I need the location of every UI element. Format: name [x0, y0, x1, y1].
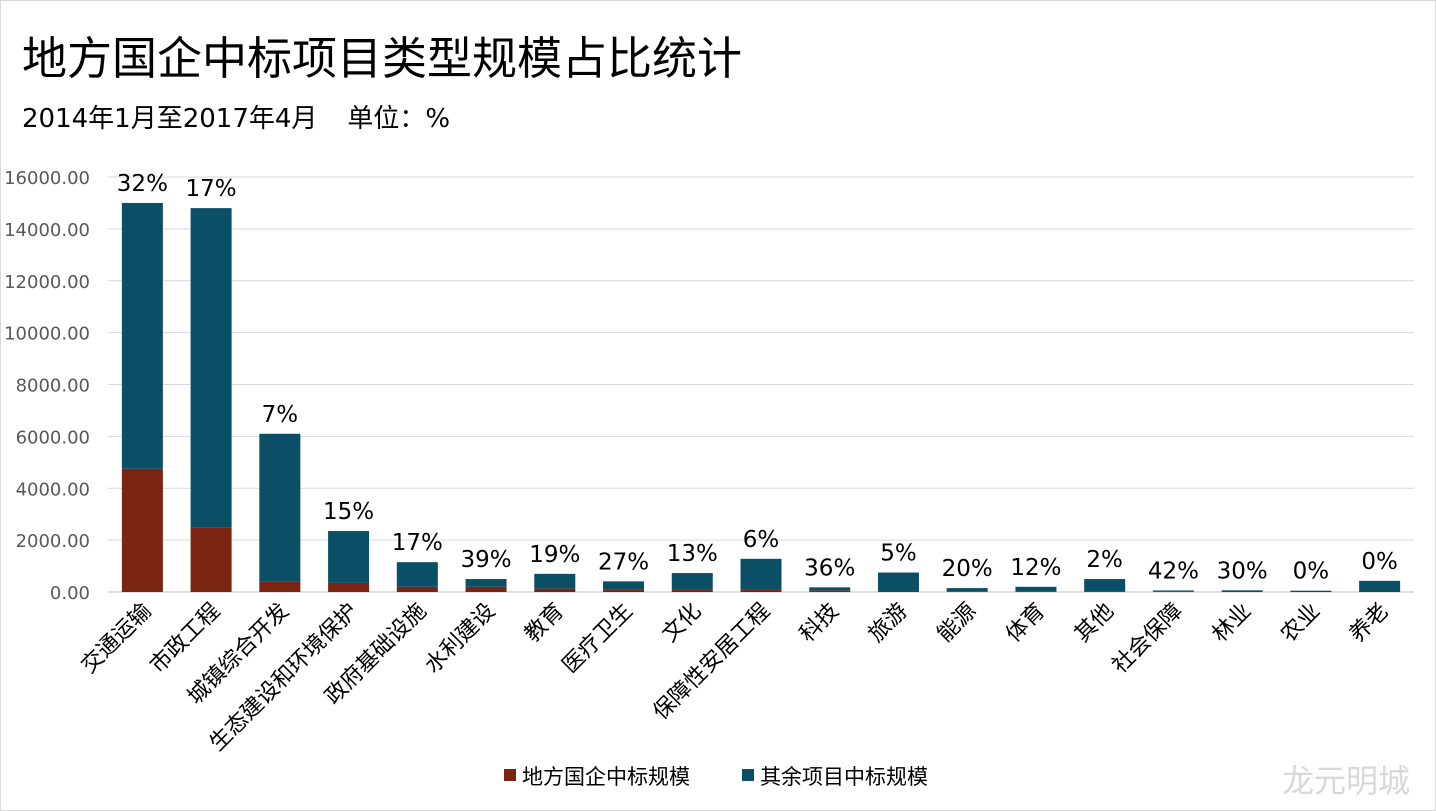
- bars: [121, 202, 1401, 592]
- bar-other: [396, 562, 438, 587]
- x-tick-label: 养老: [1345, 599, 1394, 648]
- data-label: 32%: [117, 171, 168, 197]
- bar-other: [1359, 580, 1401, 592]
- x-tick-label: 教育: [520, 599, 569, 648]
- bar-other: [1015, 586, 1057, 592]
- data-label: 15%: [323, 499, 374, 525]
- watermark: 龙元明城: [1281, 762, 1410, 800]
- y-tick-label: 0.00: [50, 583, 90, 604]
- bar-other: [465, 579, 507, 587]
- data-label: 36%: [804, 555, 855, 581]
- bar-other: [877, 572, 919, 591]
- bar-other: [534, 573, 576, 589]
- data-label: 42%: [1148, 558, 1199, 584]
- bar-local-soe: [1015, 591, 1057, 592]
- subtitle-period: 2014年1月至2017年4月: [22, 104, 318, 134]
- y-tick-label: 16000.00: [4, 168, 90, 189]
- data-label: 12%: [1010, 555, 1061, 581]
- bar-other: [190, 208, 232, 528]
- subtitle-unit: 单位：%: [347, 104, 451, 134]
- bar-local-soe: [465, 586, 507, 592]
- bar-local-soe: [877, 590, 919, 592]
- x-tick-label: 科技: [795, 599, 844, 648]
- bar-local-soe: [1152, 591, 1194, 592]
- bar-other: [121, 202, 163, 469]
- x-tick-label: 体育: [1001, 599, 1050, 648]
- chart-subtitle: 2014年1月至2017年4月 单位：%: [22, 98, 450, 135]
- bar-local-soe: [671, 589, 713, 592]
- y-tick-label: 4000.00: [16, 479, 90, 500]
- legend: 地方国企中标规模 其余项目中标规模: [504, 765, 928, 789]
- bar-local-soe: [809, 590, 851, 592]
- bar-local-soe: [259, 581, 301, 592]
- data-label: 6%: [743, 527, 780, 553]
- bar-other: [671, 573, 713, 590]
- bar-local-soe: [1221, 591, 1263, 592]
- bar-local-soe: [190, 527, 232, 592]
- data-label: 17%: [392, 530, 443, 556]
- x-tick-label: 农业: [1276, 599, 1325, 648]
- y-tick-label: 14000.00: [4, 220, 90, 241]
- data-labels: 32% 17% 7% 15% 17% 39% 19% 27% 13% 6% 36% 5% 20% 12% 2…: [117, 171, 1398, 585]
- bar-local-soe: [328, 582, 370, 592]
- x-tick-label: 医疗卫生: [558, 599, 638, 679]
- bar-local-soe: [121, 468, 163, 592]
- y-tick-label: 8000.00: [16, 376, 90, 397]
- data-label: 20%: [942, 556, 993, 582]
- legend-label: 地方国企中标规模: [522, 765, 690, 789]
- y-tick-label: 6000.00: [16, 427, 90, 448]
- bar-other: [1152, 590, 1194, 592]
- x-tick-label: 旅游: [864, 599, 913, 648]
- data-label: 2%: [1086, 547, 1123, 573]
- bar-other: [740, 558, 782, 590]
- data-label: 7%: [262, 402, 299, 428]
- chart-title: 地方国企中标项目类型规模占比统计: [22, 32, 743, 85]
- x-tick-label: 能源: [933, 599, 982, 648]
- bar-local-soe: [603, 589, 645, 592]
- x-tick-label: 交通运输: [77, 599, 157, 679]
- x-tick-label: 林业: [1208, 599, 1257, 648]
- legend-swatch: [742, 769, 754, 781]
- bar-other: [1290, 590, 1332, 592]
- legend-label: 其余项目中标规模: [760, 765, 928, 789]
- y-axis-ticks: 0.00 2000.00 4000.00 6000.00 8000.00 10000.00…: [4, 168, 90, 604]
- y-tick-label: 12000.00: [4, 272, 90, 293]
- bar-local-soe: [740, 589, 782, 592]
- data-label: 0%: [1293, 559, 1330, 585]
- data-label: 0%: [1361, 549, 1398, 575]
- legend-swatch: [504, 769, 516, 781]
- data-label: 13%: [667, 541, 718, 567]
- x-axis-ticks: 交通运输市政工程城镇综合开发生态建设和环境保护政府基础设施水利建设 教育医疗卫生文…: [77, 599, 1394, 757]
- bar-local-soe: [534, 588, 576, 592]
- bar-local-soe: [946, 591, 988, 592]
- x-tick-label: 保障性安居工程: [649, 599, 776, 726]
- y-tick-label: 10000.00: [4, 324, 90, 345]
- bar-other: [259, 433, 301, 582]
- bar-other: [946, 588, 988, 592]
- bar-local-soe: [396, 586, 438, 592]
- x-tick-label: 社会保障: [1108, 599, 1188, 679]
- data-label: 39%: [460, 547, 511, 573]
- data-label: 5%: [880, 541, 917, 567]
- data-label: 27%: [598, 549, 649, 575]
- x-tick-label: 文化: [658, 599, 707, 648]
- data-label: 19%: [529, 542, 580, 568]
- bar-other: [809, 587, 851, 591]
- x-tick-label: 其他: [1070, 599, 1119, 648]
- y-tick-label: 2000.00: [16, 531, 90, 552]
- bar-other: [603, 581, 645, 590]
- data-label: 17%: [186, 176, 237, 202]
- bar-other: [1084, 579, 1126, 592]
- bar-other: [328, 531, 370, 583]
- x-tick-label: 水利建设: [420, 599, 500, 679]
- data-label: 30%: [1217, 558, 1268, 584]
- bar-other: [1221, 590, 1263, 592]
